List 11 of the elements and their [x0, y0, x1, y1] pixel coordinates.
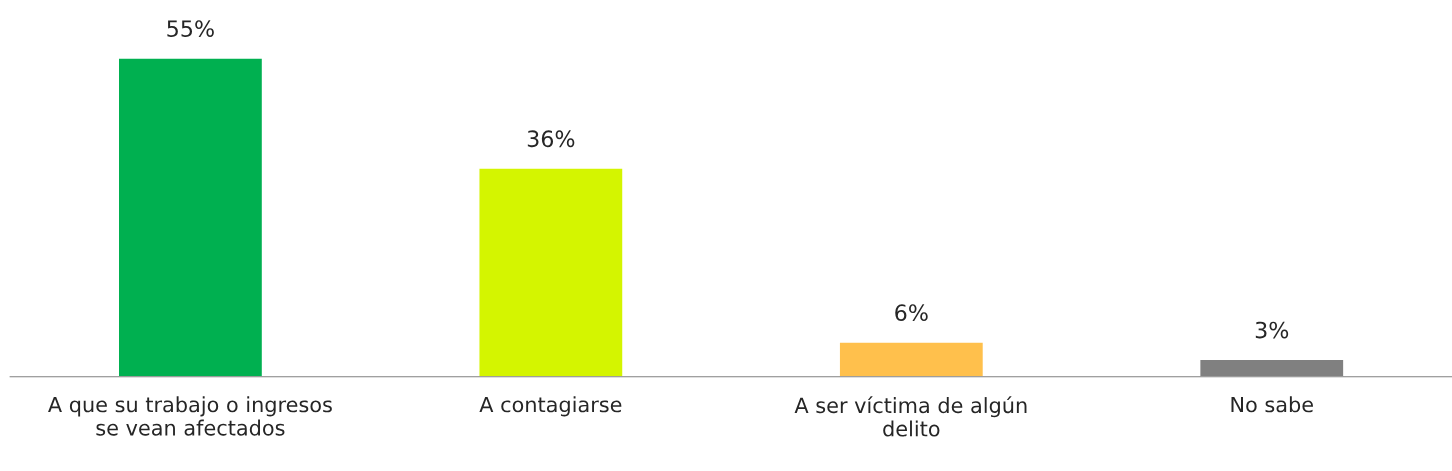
bar: [117, 57, 264, 377]
x-tick-label: A que su trabajo o ingresos se vean afectados: [48, 396, 332, 436]
data-label: 6%: [895, 304, 928, 322]
x-tick-label: A ser víctima de algún delito: [794, 396, 1027, 437]
bar: [478, 167, 624, 377]
data-label: 36%: [527, 130, 575, 148]
x-tick-label: No sabe: [1231, 396, 1313, 413]
data-label: 55%: [167, 20, 214, 37]
bar: [838, 341, 985, 377]
data-label: 3%: [1255, 321, 1289, 339]
x-tick-label: A contagiarse: [479, 396, 622, 417]
